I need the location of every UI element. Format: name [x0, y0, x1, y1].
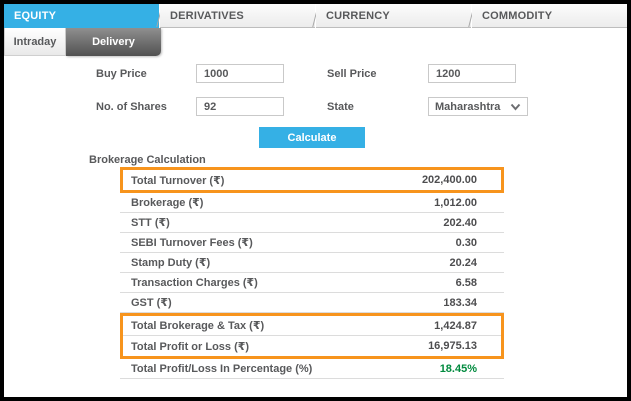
trade-type-subtabs: Intraday Delivery	[4, 28, 627, 56]
row-label: GST (₹)	[131, 297, 172, 309]
tab-currency[interactable]: CURRENCY	[316, 4, 471, 28]
segment-tabbar: EQUITY DERIVATIVES CURRENCY COMMODITY	[4, 4, 627, 28]
row-value: 1,424.87	[434, 319, 477, 332]
calculate-button[interactable]: Calculate	[259, 127, 365, 148]
tab-equity[interactable]: EQUITY	[4, 4, 159, 28]
subtab-delivery[interactable]: Delivery	[66, 28, 161, 56]
buy-price-label: Buy Price	[96, 67, 147, 80]
subtab-intraday[interactable]: Intraday	[4, 28, 66, 56]
row-value: 183.34	[443, 296, 477, 309]
shares-label: No. of Shares	[96, 100, 167, 113]
state-select[interactable]: Maharashtra	[428, 97, 528, 116]
row-value: 202.40	[443, 216, 477, 229]
table-row-total-profit-loss: Total Profit or Loss (₹) 16,975.13	[123, 336, 501, 356]
row-label: Stamp Duty (₹)	[131, 257, 211, 269]
tab-commodity[interactable]: COMMODITY	[472, 4, 627, 28]
calculator-form: Buy Price Sell Price No. of Shares State…	[96, 64, 627, 116]
sell-price-input[interactable]	[428, 64, 516, 83]
chevron-down-icon	[510, 103, 521, 111]
row-label: SEBI Turnover Fees (₹)	[131, 237, 253, 249]
row-label: Total Turnover (₹)	[131, 174, 225, 187]
row-label: Brokerage (₹)	[131, 197, 204, 209]
row-value: 0.30	[455, 236, 477, 249]
table-row-brokerage: Brokerage (₹) 1,012.00	[120, 193, 504, 213]
table-row-sebi-fees: SEBI Turnover Fees (₹) 0.30	[120, 233, 504, 253]
highlight-box-total-turnover: Total Turnover (₹) 202,400.00	[120, 167, 504, 193]
row-value: 1,012.00	[434, 196, 477, 209]
row-value: 18.45%	[439, 362, 477, 375]
table-row-stt: STT (₹) 202.40	[120, 213, 504, 233]
table-row-profit-loss-percentage: Total Profit/Loss In Percentage (%) 18.4…	[120, 359, 504, 379]
row-label: Total Profit or Loss (₹)	[131, 340, 250, 353]
row-label: Total Profit/Loss In Percentage (%)	[131, 362, 313, 375]
table-row-total-turnover: Total Turnover (₹) 202,400.00	[123, 170, 501, 190]
table-row-total-brokerage-tax: Total Brokerage & Tax (₹) 1,424.87	[123, 316, 501, 336]
row-value: 6.58	[455, 276, 477, 289]
tab-derivatives[interactable]: DERIVATIVES	[160, 4, 315, 28]
section-title: Brokerage Calculation	[89, 154, 206, 166]
row-label: Total Brokerage & Tax (₹)	[131, 320, 265, 332]
table-row-transaction-charges: Transaction Charges (₹) 6.58	[120, 273, 504, 293]
table-row-gst: GST (₹) 183.34	[120, 293, 504, 313]
results-table: Total Turnover (₹) 202,400.00 Brokerage …	[120, 167, 504, 379]
buy-price-input[interactable]	[196, 64, 284, 83]
row-value: 16,975.13	[428, 340, 477, 352]
state-select-value: Maharashtra	[435, 100, 501, 113]
row-label: Transaction Charges (₹)	[131, 277, 258, 289]
table-row-stamp-duty: Stamp Duty (₹) 20.24	[120, 253, 504, 273]
row-value: 202,400.00	[421, 174, 477, 186]
state-label: State	[327, 100, 354, 113]
shares-input[interactable]	[196, 97, 284, 116]
row-value: 20.24	[449, 256, 477, 269]
row-label: STT (₹)	[131, 217, 170, 229]
sell-price-label: Sell Price	[327, 67, 377, 80]
highlight-box-totals: Total Brokerage & Tax (₹) 1,424.87 Total…	[120, 313, 504, 359]
